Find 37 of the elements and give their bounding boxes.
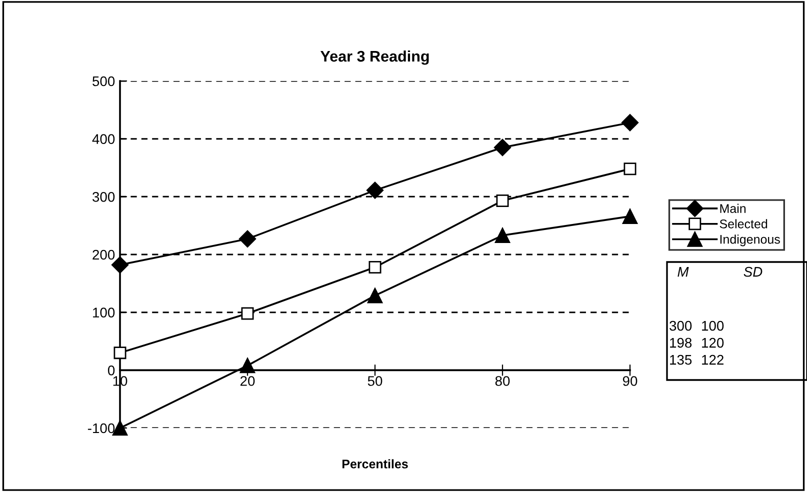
y-tick-label: 200 [92, 250, 115, 260]
y-tick-label: 400 [92, 134, 115, 144]
point [114, 346, 126, 360]
point [368, 260, 382, 274]
text: 135 [670, 354, 692, 365]
point [624, 162, 636, 176]
point [494, 138, 512, 156]
x-tick-label: 80 [495, 376, 510, 386]
y-tick-label: 100 [93, 308, 115, 318]
y-tick-label: -100 [88, 423, 115, 434]
point [494, 228, 510, 244]
legend-label: Main [720, 204, 746, 213]
text: 122 [702, 354, 724, 365]
point [241, 307, 254, 320]
text: M [678, 267, 689, 277]
x-tick-label: 20 [240, 376, 255, 386]
point [238, 230, 256, 248]
legend-label: Indigenous [720, 234, 780, 246]
y-tick-label: 300 [92, 192, 115, 202]
x-tick-label: 50 [368, 376, 382, 386]
text: 300 [670, 320, 692, 331]
point [621, 114, 639, 132]
point [367, 288, 383, 304]
chart-title: Year 3 Reading [320, 50, 429, 65]
text: 120 [702, 338, 724, 348]
text: 198 [670, 338, 692, 348]
text: 100 [702, 320, 724, 331]
y-tick-label: 500 [92, 76, 115, 86]
legend-label: Selected [720, 219, 768, 228]
x-tick-label: 90 [622, 376, 638, 386]
point [622, 208, 638, 224]
text: SD [744, 266, 762, 277]
point [366, 182, 384, 199]
y-tick-label: 0 [108, 366, 115, 376]
point [240, 358, 256, 374]
x-axis-title: Percentiles [342, 459, 408, 468]
point [496, 194, 509, 207]
